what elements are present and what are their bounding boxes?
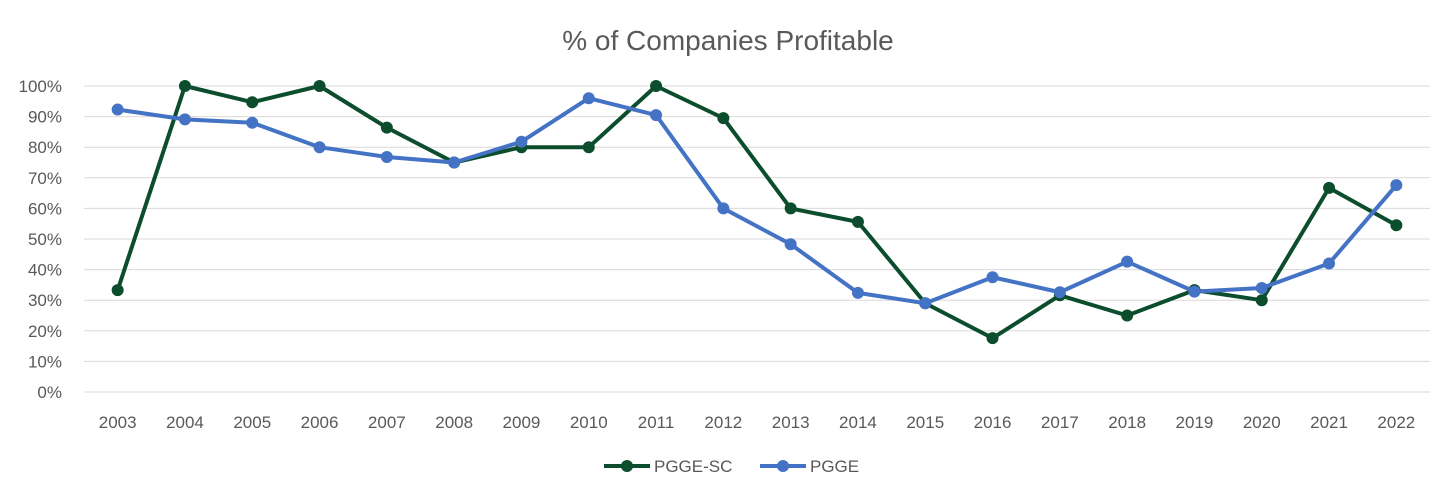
series-group (111, 80, 1403, 345)
x-tick-label: 2006 (301, 413, 339, 432)
data-point (717, 202, 730, 215)
data-point (380, 150, 393, 163)
data-point (582, 141, 595, 154)
x-tick-label: 2018 (1108, 413, 1146, 432)
data-point (313, 141, 326, 154)
data-point (717, 112, 730, 125)
data-point (1323, 257, 1336, 270)
y-tick-label: 10% (28, 352, 62, 371)
y-tick-label: 0% (37, 383, 62, 402)
x-tick-label: 2017 (1041, 413, 1079, 432)
data-point (178, 113, 191, 126)
data-point (851, 286, 864, 299)
y-tick-label: 20% (28, 322, 62, 341)
y-tick-label: 30% (28, 291, 62, 310)
series-pgge (111, 92, 1403, 310)
legend: PGGE-SC PGGE (604, 457, 859, 476)
data-point (784, 202, 797, 215)
x-tick-label: 2019 (1176, 413, 1214, 432)
legend-label: PGGE (810, 457, 859, 476)
y-tick-label: 100% (19, 77, 62, 96)
y-tick-label: 70% (28, 169, 62, 188)
x-tick-label: 2008 (435, 413, 473, 432)
x-tick-label: 2014 (839, 413, 877, 432)
data-point (1053, 286, 1066, 299)
y-tick-label: 80% (28, 138, 62, 157)
data-point (919, 297, 932, 310)
x-tick-label: 2015 (906, 413, 944, 432)
legend-item: PGGE (760, 457, 859, 476)
x-tick-label: 2022 (1377, 413, 1415, 432)
data-point (1390, 219, 1403, 232)
x-tick-label: 2016 (974, 413, 1012, 432)
x-tick-label: 2012 (704, 413, 742, 432)
x-tick-label: 2021 (1310, 413, 1348, 432)
data-point (784, 238, 797, 251)
legend-label: PGGE-SC (654, 457, 732, 476)
x-axis-ticks: 2003 2004 2005 2006 2007 2008 2009 2010 2011 2012… (99, 413, 1416, 432)
x-tick-label: 2010 (570, 413, 608, 432)
y-axis-ticks: 0% 10% 20% 30% 40% 50% 60% 70% 80% 90% 100% (19, 77, 62, 402)
chart-title: % of Companies Profitable (562, 25, 894, 56)
x-tick-label: 2007 (368, 413, 406, 432)
data-point (1255, 281, 1268, 294)
data-point (178, 80, 191, 92)
data-point (111, 103, 124, 116)
legend-swatch-marker (621, 460, 633, 472)
data-point (986, 332, 999, 345)
y-tick-label: 60% (28, 199, 62, 218)
x-tick-label: 2009 (503, 413, 541, 432)
data-point (650, 109, 663, 122)
gridlines (84, 85, 1430, 393)
y-tick-label: 40% (28, 261, 62, 280)
data-point (246, 96, 259, 109)
y-tick-label: 90% (28, 108, 62, 127)
x-tick-label: 2011 (638, 413, 675, 432)
x-tick-label: 2020 (1243, 413, 1281, 432)
data-point (246, 116, 259, 129)
y-tick-label: 50% (28, 230, 62, 249)
data-point (313, 80, 326, 92)
x-tick-label: 2004 (166, 413, 204, 432)
x-tick-label: 2013 (772, 413, 810, 432)
data-point (650, 80, 663, 92)
data-point (1323, 181, 1336, 194)
data-point (1255, 294, 1268, 307)
x-tick-label: 2003 (99, 413, 137, 432)
series-pgge-sc (111, 80, 1403, 345)
legend-swatch-marker (777, 460, 789, 472)
data-point (448, 156, 461, 169)
data-point (1390, 179, 1403, 192)
data-point (1121, 255, 1134, 268)
data-point (582, 92, 595, 105)
data-point (851, 215, 864, 228)
data-point (986, 271, 999, 284)
data-point (515, 135, 528, 148)
data-point (111, 284, 124, 297)
series-line (115, 84, 1398, 341)
data-point (1188, 285, 1201, 298)
legend-item: PGGE-SC (604, 457, 732, 476)
data-point (380, 121, 393, 134)
data-point (1121, 309, 1134, 322)
series-line (117, 96, 1398, 306)
x-tick-label: 2005 (233, 413, 271, 432)
